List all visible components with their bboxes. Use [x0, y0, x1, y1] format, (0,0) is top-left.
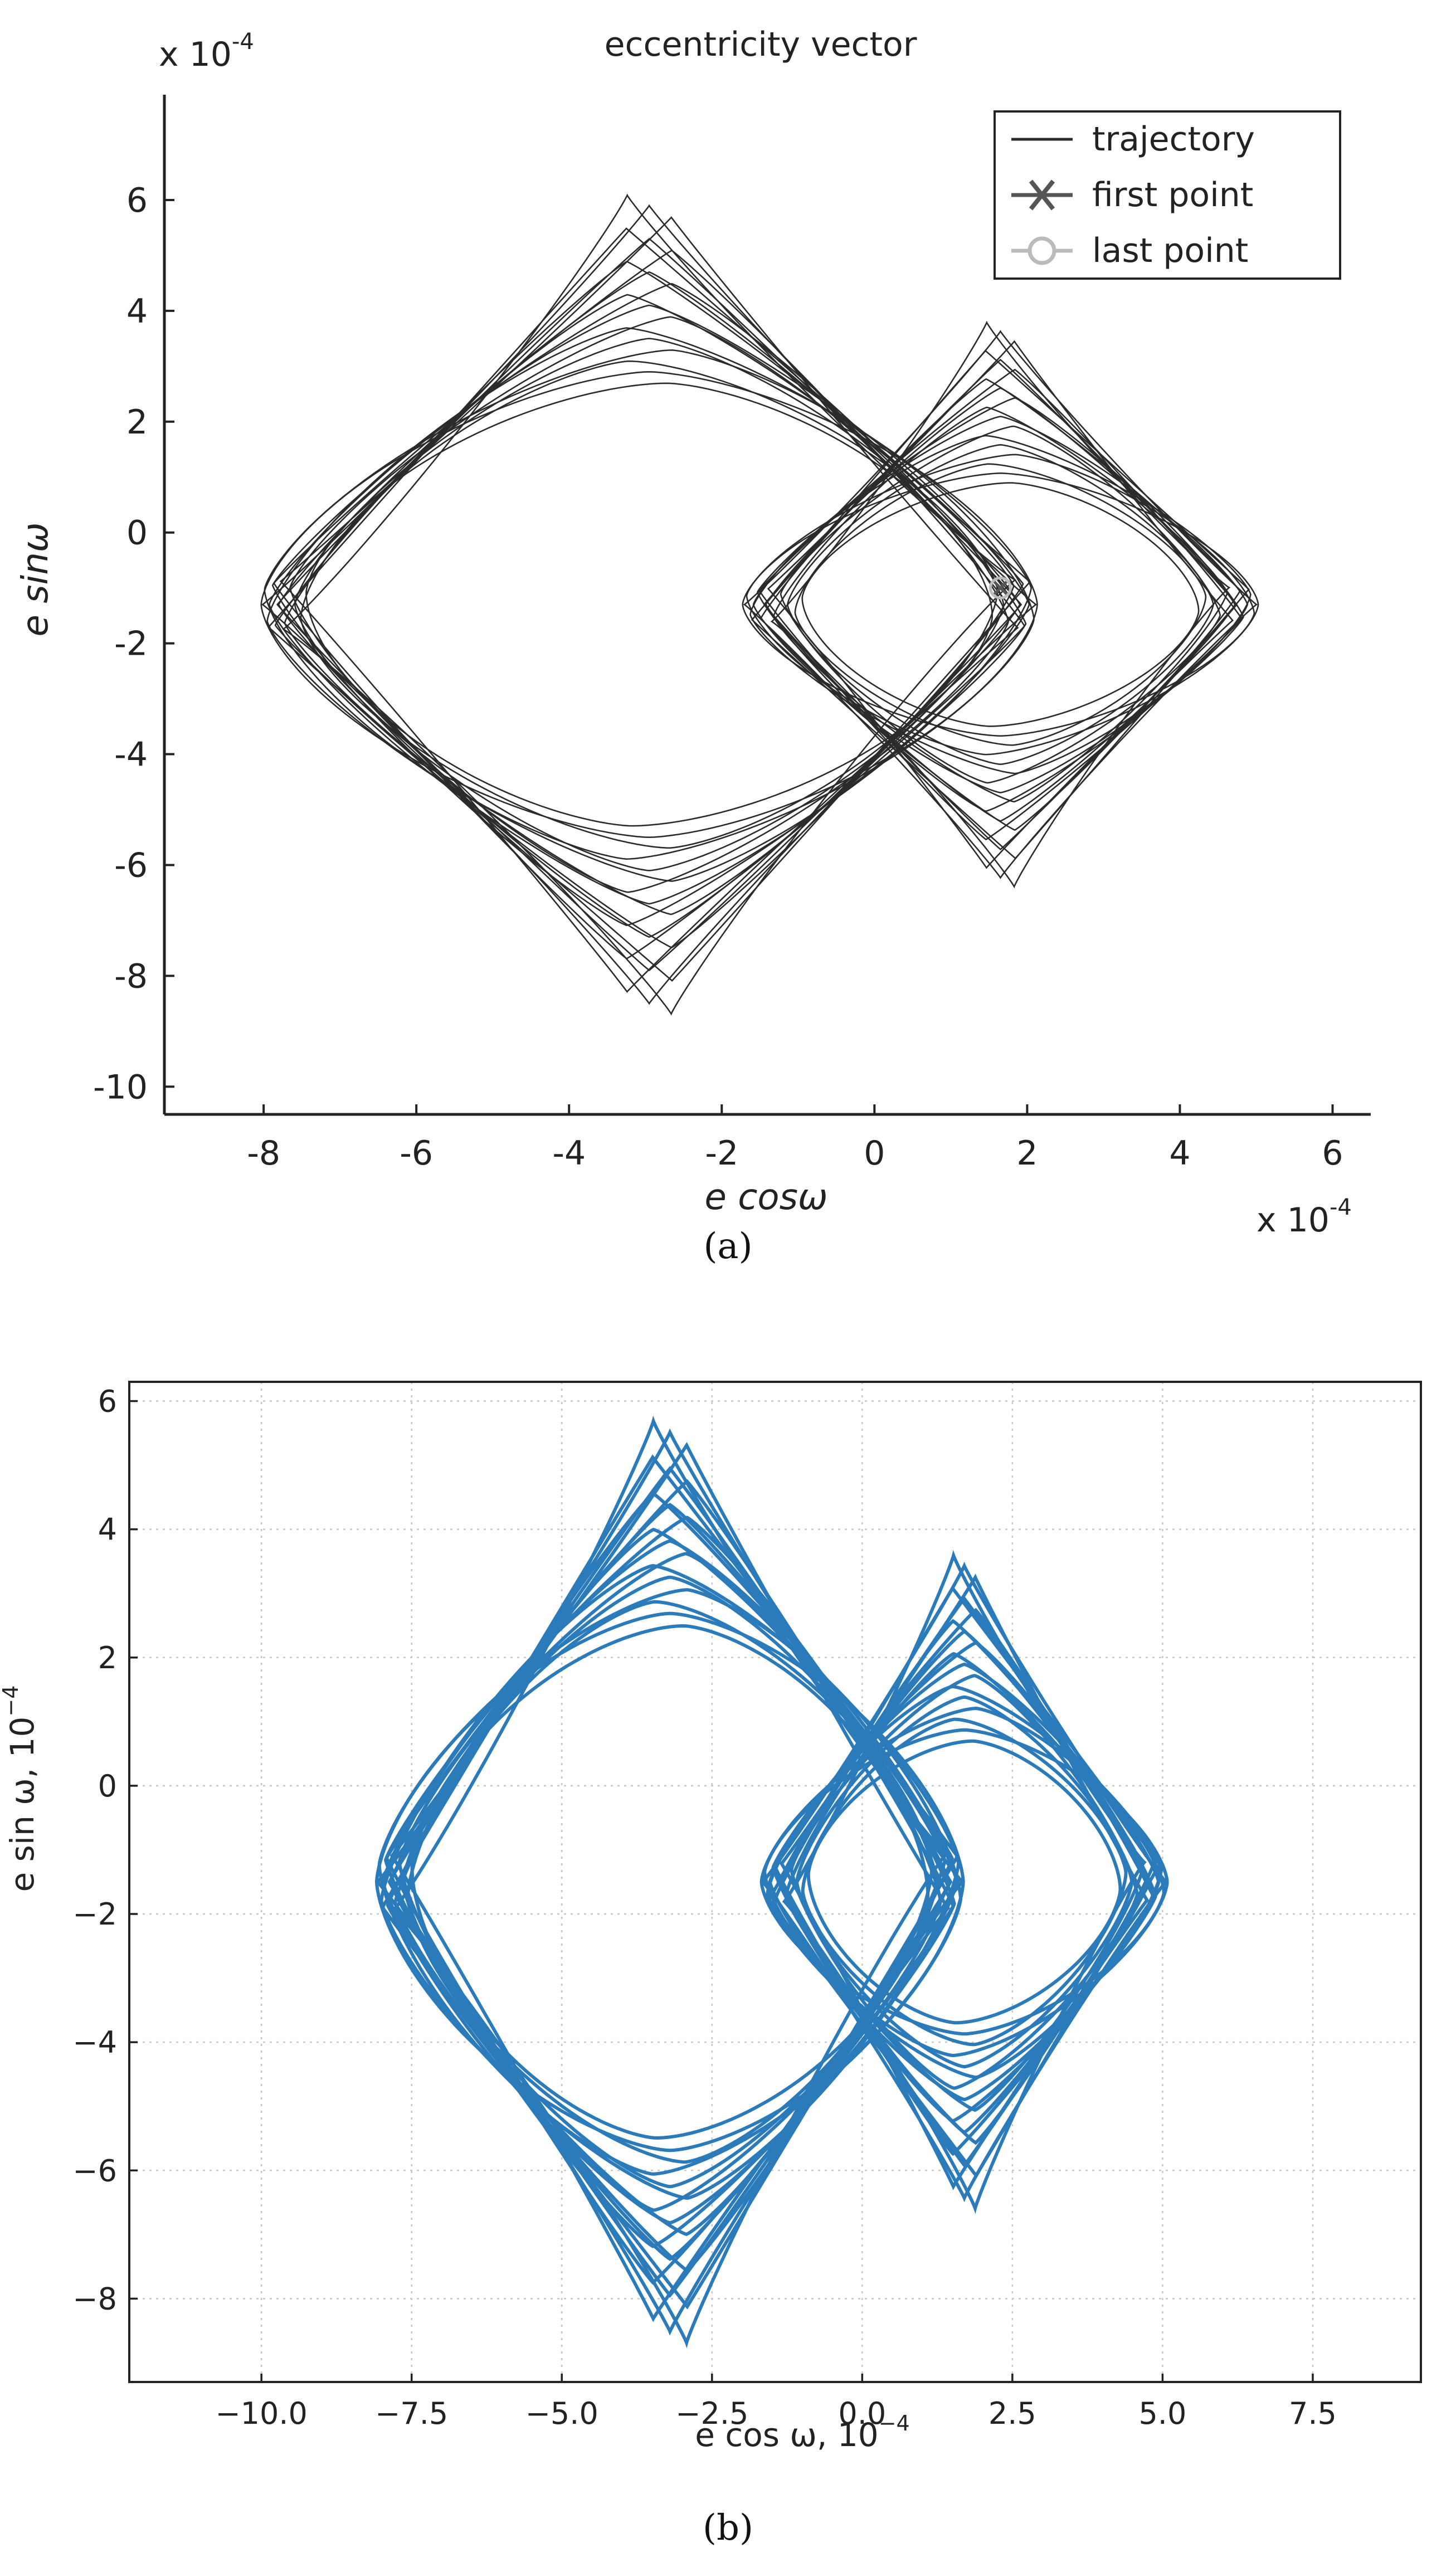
- trajectory-loop: [768, 1662, 1161, 2102]
- trajectory-loop: [392, 1415, 948, 2349]
- trajectory-loop: [752, 416, 1249, 793]
- y-tick-label: -10: [93, 1068, 148, 1107]
- trajectory-loop: [782, 1550, 1147, 2214]
- y-axis-label: e sin ω, 10−4: [0, 1686, 41, 1892]
- y-tick-label: 4: [98, 1512, 117, 1547]
- trajectory-loop: [790, 1674, 1139, 2090]
- x-tick-label: -4: [552, 1134, 586, 1173]
- legend-first-point-marker: [1029, 179, 1055, 211]
- trajectory-loop: [770, 320, 1231, 889]
- y-tick-label: 4: [126, 292, 148, 331]
- x-tick-label: -8: [247, 1134, 280, 1173]
- trajectory-loop: [266, 327, 1032, 882]
- trajectory-loop: [806, 1739, 1122, 2025]
- x-tick-label: 6: [1322, 1134, 1343, 1173]
- y-tick-label: 2: [98, 1640, 117, 1675]
- plot-frame: [128, 1381, 1422, 2383]
- trajectory-loop: [267, 227, 1031, 982]
- trajectory-loop: [261, 204, 1038, 1005]
- x-tick-label: 4: [1169, 1134, 1190, 1173]
- trajectory-loop: [389, 1441, 951, 2322]
- trajectory-loop: [780, 425, 1221, 784]
- last-point-marker: [988, 576, 1012, 600]
- chart-b: −10.0 −7.5 −5.0 −2.5 0.0 2.5 5.0 7.5 −8 −6 −4 −2 0 2 4…: [0, 1309, 1456, 2502]
- trajectory-lines: [374, 1415, 1169, 2349]
- y-tick-label: 2: [126, 403, 148, 442]
- axes: -8 -6 -4 -2 0 2 4 6 -10 -8 -6 -4 -2 0 2 4 6: [93, 95, 1371, 1173]
- y-tick-label: 6: [98, 1384, 117, 1419]
- trajectory-loop: [794, 463, 1207, 746]
- panel-b-caption: (b): [703, 2507, 753, 2549]
- x-tick-label: -6: [400, 1134, 433, 1173]
- y-tick-label: −8: [72, 2281, 117, 2316]
- trajectory-lines: [260, 193, 1259, 1016]
- x-tick-label: −5.0: [525, 2396, 598, 2431]
- y-tick-label: -4: [114, 735, 148, 774]
- x-tick-label: 0: [864, 1134, 885, 1173]
- x-tick-label: 2: [1016, 1134, 1038, 1173]
- panel-b: −10.0 −7.5 −5.0 −2.5 0.0 2.5 5.0 7.5 −8 −6 −4 −2 0 2 4…: [0, 1309, 1456, 2572]
- y-tick-label: −6: [72, 2153, 117, 2188]
- first-point-marker: [991, 579, 1010, 597]
- x-axis-label: e cos ω, 10−4: [695, 2411, 909, 2454]
- trajectory-loop: [294, 338, 1005, 871]
- trajectory-loop: [305, 382, 994, 827]
- chart-a: -8 -6 -4 -2 0 2 4 6 -10 -8 -6 -4 -2 0 2 4 6 eccentricity…: [0, 0, 1456, 1248]
- legend-trajectory-label: trajectory: [1092, 120, 1255, 159]
- y-tick-label: −2: [72, 1897, 117, 1932]
- x-tick-label: 0.0: [838, 2396, 886, 2431]
- legend-last-point-marker: [1028, 236, 1056, 265]
- legend-last-point-label: last point: [1092, 231, 1248, 270]
- trajectory-loop: [801, 1717, 1128, 2047]
- x-tick-label: 7.5: [1289, 2396, 1337, 2431]
- y-tick-label: -2: [114, 625, 148, 664]
- x-tick-label: −10.0: [215, 2396, 307, 2431]
- y-tick-label: 0: [98, 1769, 117, 1804]
- gridlines: [129, 1382, 1421, 2382]
- x-tick-label: −2.5: [675, 2396, 748, 2431]
- trajectory-loop: [282, 193, 1016, 1016]
- trajectory-loop: [801, 482, 1200, 727]
- y-tick-label: 0: [126, 514, 148, 553]
- y-tick-label: -6: [114, 846, 148, 885]
- x-tick-label: 5.0: [1138, 2396, 1186, 2431]
- panel-a-caption: (a): [703, 1226, 753, 1267]
- trajectory-loop: [742, 472, 1259, 737]
- trajectory-loop: [387, 1466, 953, 2298]
- trajectory-loop: [276, 237, 1022, 972]
- y-multiplier: x 10-4: [159, 29, 254, 74]
- x-tick-label: 2.5: [988, 2396, 1036, 2431]
- trajectory-loop: [274, 261, 1024, 948]
- y-tick-label: -8: [114, 957, 148, 996]
- panel-a: -8 -6 -4 -2 0 2 4 6 -10 -8 -6 -4 -2 0 2 4 6 eccentricity…: [0, 0, 1456, 1267]
- legend: trajectory first point last point: [994, 110, 1341, 280]
- trajectory-loop: [767, 340, 1234, 869]
- x-tick-label: −7.5: [375, 2396, 448, 2431]
- chart-title: eccentricity vector: [605, 25, 917, 64]
- x-tick-label: -2: [705, 1134, 738, 1173]
- axes: −10.0 −7.5 −5.0 −2.5 0.0 2.5 5.0 7.5 −8 −6 −4 −2 0 2 4…: [72, 1381, 1422, 2431]
- trajectory-loop: [760, 1561, 1168, 2203]
- trajectory-loop: [749, 435, 1252, 774]
- trajectory-loop: [375, 1428, 965, 2336]
- trajectory-loop: [766, 1684, 1163, 2079]
- x-axis-label: e cosω: [705, 1177, 828, 1218]
- x-multiplier: x 10-4: [1257, 1195, 1352, 1240]
- legend-first-point-label: first point: [1092, 176, 1253, 215]
- y-tick-label: 6: [126, 181, 148, 220]
- y-tick-label: −4: [72, 2025, 117, 2060]
- trajectory-loop: [743, 330, 1258, 879]
- trajectory-loop: [279, 216, 1019, 993]
- y-axis-label: e sinω: [15, 523, 56, 637]
